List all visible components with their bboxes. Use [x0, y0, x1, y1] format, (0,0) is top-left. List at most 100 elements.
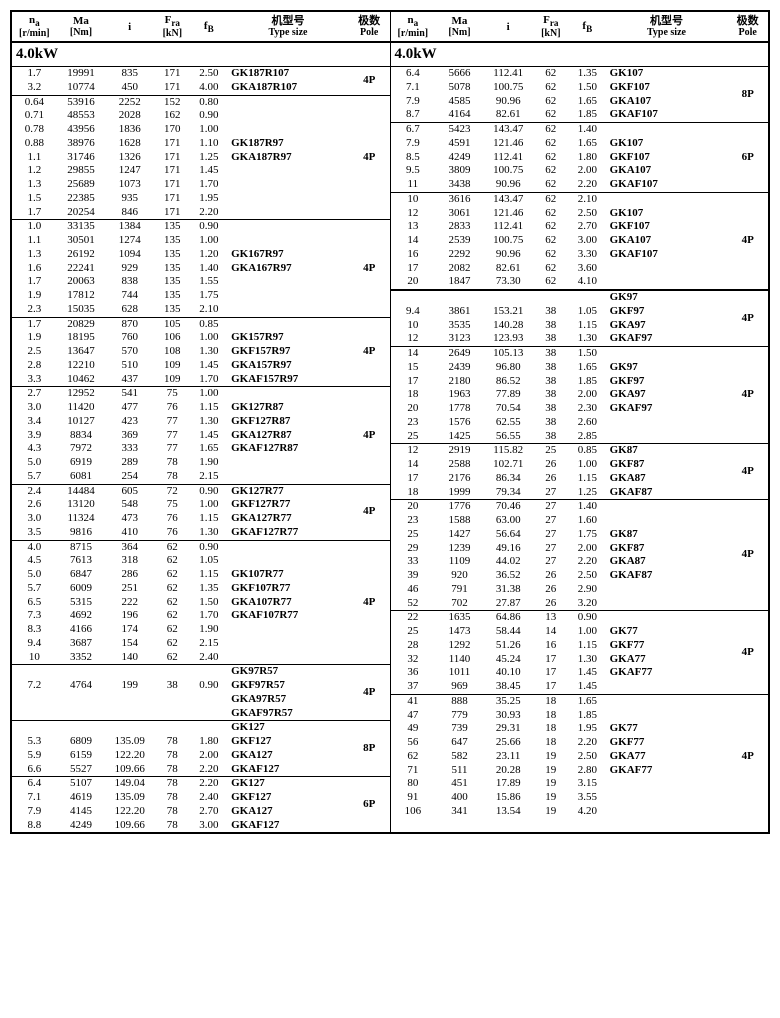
- cell-type: [606, 791, 728, 805]
- cell-ma: 1776: [435, 500, 484, 514]
- cell-na: 32: [391, 653, 436, 667]
- cell-i: 605: [105, 484, 154, 498]
- cell-ma: 30501: [57, 234, 106, 248]
- cell-fra: 19: [533, 791, 570, 805]
- col-fra: Fra[kN]: [533, 12, 570, 42]
- cell-na: 17: [391, 262, 436, 276]
- cell-fra: 38: [533, 332, 570, 346]
- cell-type: GK127: [227, 721, 349, 735]
- cell-i: 1836: [105, 123, 154, 137]
- cell-ma: 6159: [57, 749, 106, 763]
- cell-fb: 1.75: [569, 528, 606, 542]
- data-page: na[r/min]Ma[Nm]iFra[kN]fB机型号Type size极数P…: [10, 10, 770, 834]
- cell-type: GK127R77: [227, 484, 349, 498]
- cell-type: GKAF107: [606, 248, 728, 262]
- cell-fra: 62: [154, 651, 191, 665]
- cell-fra: [154, 693, 191, 707]
- table-row: 7151120.28192.80GKAF77: [391, 764, 769, 778]
- cell-pole: 4P: [349, 387, 390, 484]
- table-row: 1.7199918351712.50GK187R1074P: [12, 67, 390, 81]
- cell-type: [227, 651, 349, 665]
- cell-type: GKAF127R87: [227, 442, 349, 456]
- cell-fb: 2.80: [569, 764, 606, 778]
- cell-fra: 38: [533, 402, 570, 416]
- cell-i: 333: [105, 442, 154, 456]
- cell-fb: 1.35: [569, 67, 606, 81]
- table-row: 3.59816410761.30GKAF127R77: [12, 526, 390, 540]
- cell-type: GK97: [606, 290, 728, 305]
- cell-ma: 4164: [435, 108, 484, 122]
- cell-fra: 78: [154, 749, 191, 763]
- cell-na: 12: [391, 332, 436, 346]
- cell-fra: 27: [533, 542, 570, 556]
- cell-fb: [191, 665, 228, 679]
- cell-i: 40.10: [484, 666, 533, 680]
- cell-ma: 2439: [435, 361, 484, 375]
- cell-ma: 1999: [435, 486, 484, 500]
- cell-na: 3.0: [12, 401, 57, 415]
- cell-fb: 1.40: [569, 500, 606, 514]
- cell-ma: [435, 290, 484, 305]
- cell-na: 18: [391, 486, 436, 500]
- cell-i: 140.28: [484, 319, 533, 333]
- cell-fb: 1.80: [191, 735, 228, 749]
- cell-type: [227, 95, 349, 109]
- cell-ma: 2176: [435, 472, 484, 486]
- table-row: 33110944.02272.20GKA87: [391, 555, 769, 569]
- cell-na: 3.5: [12, 526, 57, 540]
- cell-ma: 48553: [57, 109, 106, 123]
- cell-fb: 2.40: [191, 791, 228, 805]
- cell-na: 4.5: [12, 554, 57, 568]
- cell-pole: 4P: [349, 220, 390, 317]
- table-row: 0.883897616281711.10GK187R97: [12, 137, 390, 151]
- cell-fra: 18: [533, 694, 570, 708]
- cell-ma: 10127: [57, 415, 106, 429]
- cell-i: 477: [105, 401, 154, 415]
- cell-fra: 19: [533, 805, 570, 819]
- cell-ma: 10774: [57, 81, 106, 95]
- cell-i: 628: [105, 303, 154, 317]
- cell-fra: [533, 290, 570, 305]
- cell-fb: 1.65: [569, 95, 606, 109]
- cell-na: 1.0: [12, 220, 57, 234]
- table-row: 6258223.11192.50GKA77: [391, 750, 769, 764]
- cell-type: GKA127: [227, 805, 349, 819]
- cell-ma: 4166: [57, 623, 106, 637]
- cell-na: 56: [391, 736, 436, 750]
- cell-ma: 1427: [435, 528, 484, 542]
- cell-pole: 4P: [349, 95, 390, 220]
- cell-type: GKA187R107: [227, 81, 349, 95]
- cell-fra: 38: [533, 430, 570, 444]
- cell-ma: 20063: [57, 275, 106, 289]
- cell-fb: 2.15: [191, 637, 228, 651]
- cell-na: 8.3: [12, 623, 57, 637]
- cell-fra: 38: [533, 347, 570, 361]
- cell-i: 423: [105, 415, 154, 429]
- cell-i: 13.54: [484, 805, 533, 819]
- cell-na: 0.78: [12, 123, 57, 137]
- cell-type: GK107R77: [227, 568, 349, 582]
- cell-ma: 4619: [57, 791, 106, 805]
- cell-fb: 3.60: [569, 262, 606, 276]
- cell-fra: 77: [154, 415, 191, 429]
- cell-i: 90.96: [484, 248, 533, 262]
- cell-i: 51.26: [484, 639, 533, 653]
- cell-na: 0.88: [12, 137, 57, 151]
- cell-na: 25: [391, 430, 436, 444]
- cell-i: 121.46: [484, 137, 533, 151]
- right-table: na[r/min]Ma[Nm]iFra[kN]fB机型号Type size极数P…: [391, 12, 769, 819]
- table-row: 1.7202548461712.20: [12, 206, 390, 220]
- cell-type: GK107: [606, 137, 728, 151]
- table-row: 22163564.86130.904P: [391, 611, 769, 625]
- cell-i: 473: [105, 512, 154, 526]
- cell-ma: 1425: [435, 430, 484, 444]
- col-ma: Ma[Nm]: [435, 12, 484, 42]
- cell-fb: 1.95: [191, 192, 228, 206]
- cell-pole: 4P: [727, 694, 768, 818]
- cell-i: 79.34: [484, 486, 533, 500]
- cell-na: 62: [391, 750, 436, 764]
- cell-fra: 62: [533, 108, 570, 122]
- cell-ma: 11420: [57, 401, 106, 415]
- table-row: 4973929.31181.95GK77: [391, 722, 769, 736]
- cell-na: 2.4: [12, 484, 57, 498]
